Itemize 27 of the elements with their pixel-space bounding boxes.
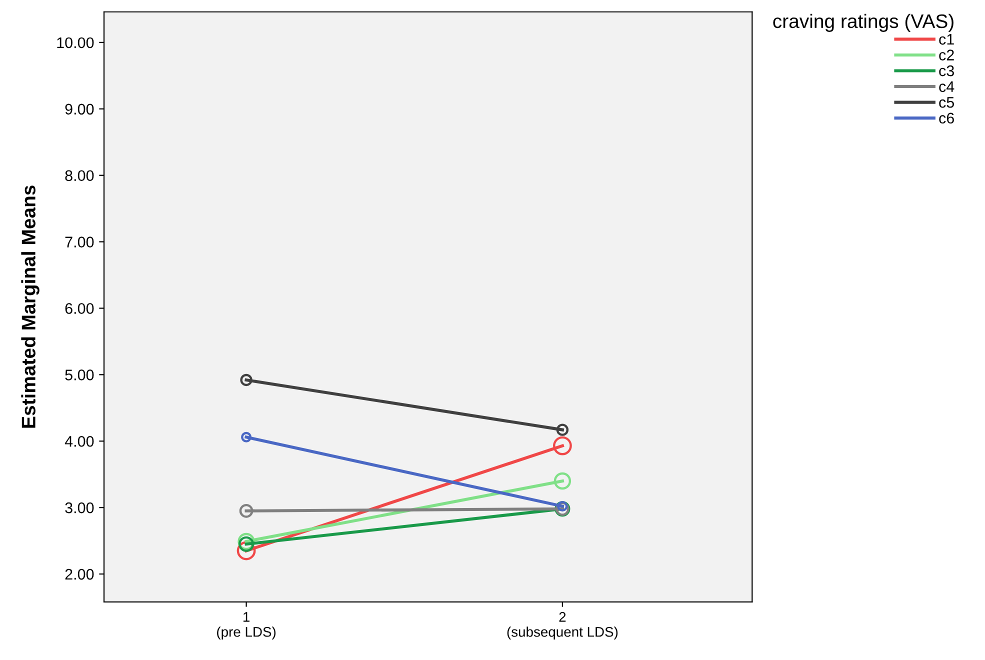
y-tick-label: 6.00 <box>65 303 94 314</box>
y-axis-title: Estimated Marginal Means <box>21 186 40 428</box>
legend-label: c3 <box>939 65 954 76</box>
point <box>556 424 569 436</box>
point <box>241 432 252 442</box>
point <box>239 504 254 518</box>
y-tick-label: 10.00 <box>57 37 94 48</box>
point <box>238 532 255 550</box>
y-tick-label: 4.00 <box>64 436 94 447</box>
y-tick-label: 7.00 <box>65 236 94 248</box>
y-tick-label: 5.00 <box>65 370 94 380</box>
point <box>553 436 572 456</box>
legend-label: c6 <box>939 112 954 124</box>
legend-label: c2 <box>939 50 954 60</box>
y-tick-label: 3.00 <box>65 502 94 514</box>
point <box>240 374 252 386</box>
y-tick-label: 9.00 <box>65 104 94 115</box>
legend-label: c4 <box>939 81 954 92</box>
y-tick-label: 2.00 <box>65 568 94 580</box>
point <box>554 472 572 490</box>
legend-label: c5 <box>939 97 954 108</box>
legend-title: craving ratings (VAS) <box>773 14 954 32</box>
point <box>236 541 256 560</box>
x-tick-label: 2 (subsequent LDS) <box>507 612 618 640</box>
y-tick-label: 8.00 <box>65 170 94 182</box>
x-tick-label: 1 (pre LDS) <box>217 612 276 640</box>
legend-label: c1 <box>939 34 954 45</box>
